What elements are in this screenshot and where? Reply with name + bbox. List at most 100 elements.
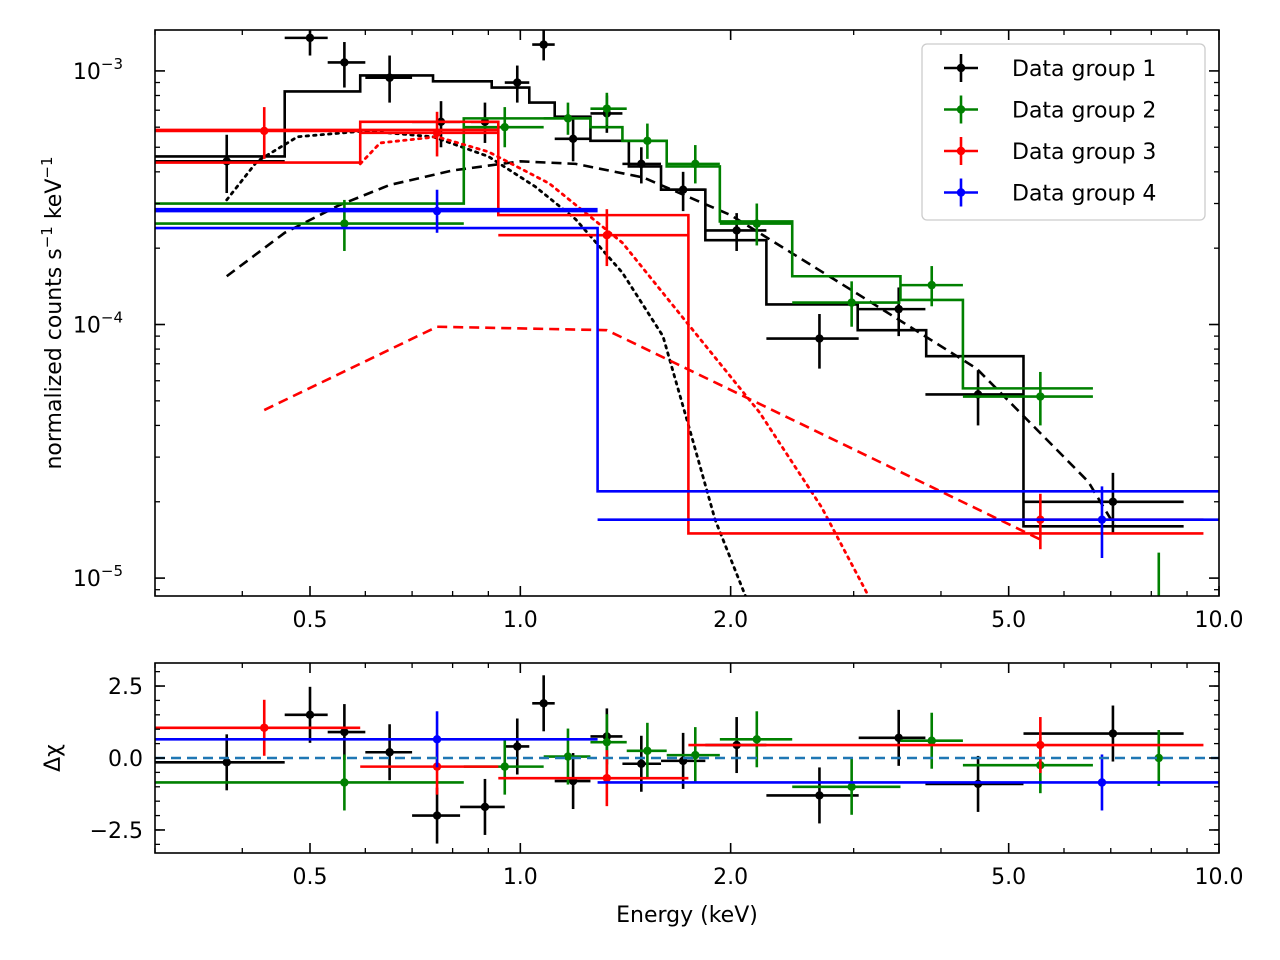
point-marker: [539, 40, 548, 49]
point-marker: [637, 159, 646, 169]
data-point: [360, 111, 499, 157]
data-point: [155, 754, 464, 811]
data-point: [327, 704, 366, 761]
legend-frame: [921, 43, 1206, 221]
data-point: [597, 754, 1219, 811]
x-tick-label: 1.0: [503, 865, 538, 890]
y-tick-label: 10−5: [73, 562, 123, 592]
data-point: [554, 118, 591, 162]
point-marker: [385, 748, 394, 757]
data-point: [688, 717, 1204, 774]
data-point: [1023, 705, 1184, 762]
model-step-line: [155, 74, 1184, 528]
legend-entry: Data group 3: [944, 137, 1156, 165]
point-marker: [643, 136, 652, 146]
y-label-main: normalized counts s: [42, 248, 67, 469]
data-point: [460, 778, 505, 835]
data-point: [900, 266, 963, 307]
data-point: [766, 767, 859, 824]
point-marker: [1097, 515, 1107, 524]
point-marker: [815, 791, 824, 800]
x-tick-label: 2.0: [713, 865, 748, 890]
y-label-unit: keV: [42, 179, 67, 227]
point-marker: [894, 304, 903, 314]
data-point: [155, 711, 598, 768]
data-point: [543, 728, 591, 785]
y-tick-label: 0.0: [108, 747, 143, 772]
model-component-dotted: [225, 129, 747, 596]
data-point: [590, 92, 627, 126]
point-marker: [340, 727, 349, 737]
x-tick-label: 10.0: [1195, 865, 1244, 890]
y-label-sup: −1: [38, 226, 56, 248]
spectrum-axes-frame: [154, 29, 1220, 597]
y-tick-label: −2.5: [90, 819, 143, 844]
y-tick-exponent: −5: [101, 562, 123, 580]
data-point: [719, 203, 793, 246]
data-point: [543, 102, 591, 135]
data-point: [666, 145, 720, 184]
point-marker: [385, 73, 394, 82]
point-marker: [563, 114, 573, 123]
point-marker: [602, 231, 612, 240]
data-point: [504, 65, 530, 103]
data-point: [155, 734, 285, 791]
point-marker: [513, 78, 522, 87]
data-point: [622, 147, 662, 184]
point-marker: [815, 334, 824, 343]
point-marker: [340, 219, 349, 228]
y-label-sup: −1: [38, 156, 56, 178]
data-point: [284, 686, 328, 743]
point-marker: [432, 735, 442, 744]
point-marker: [1036, 392, 1045, 401]
residual-plot-area: [155, 675, 1219, 844]
point-marker: [432, 811, 442, 820]
y-tick-base: 10: [73, 314, 101, 339]
series-group-4: [155, 189, 1219, 559]
legend-label: Data group 3: [1012, 140, 1156, 165]
residual-series-2: [155, 711, 1163, 815]
y-axis-label: normalized counts s−1 keV−1: [38, 156, 67, 469]
data-point: [1023, 472, 1184, 534]
point-marker: [513, 742, 522, 751]
x-tick-label: 5.0: [991, 865, 1026, 890]
x-axis-label: Energy (keV): [616, 903, 758, 928]
point-marker: [602, 773, 612, 783]
model-component-dotted: [358, 135, 870, 596]
point-marker: [432, 206, 442, 216]
y-tick-exponent: −3: [101, 55, 123, 73]
point-marker: [1108, 497, 1118, 506]
legend: Data group 1 Data group 2 Data group 3 Data…: [921, 43, 1206, 221]
legend-label: Data group 4: [1012, 182, 1156, 207]
point-marker: [973, 779, 983, 789]
data-point: [900, 712, 963, 769]
data-point: [498, 750, 689, 807]
series-group-1: [155, 30, 1184, 596]
y-tick-exponent: −4: [101, 309, 123, 327]
data-point: [962, 371, 1093, 426]
point-marker: [691, 750, 700, 760]
data-point: [1154, 730, 1163, 786]
x-tick-label: 1.0: [503, 608, 538, 633]
data-point: [504, 718, 530, 775]
point-marker: [480, 802, 490, 812]
data-point: [626, 722, 667, 779]
legend-entry: Data group 4: [944, 178, 1156, 207]
y-tick-label: 2.5: [108, 675, 143, 700]
point-marker: [602, 737, 612, 747]
point-marker: [563, 752, 573, 761]
series-group-3: [155, 107, 1204, 596]
model-step-line: [155, 226, 1219, 493]
data-point: [666, 727, 720, 784]
data-point: [532, 675, 555, 732]
legend-label: Data group 1: [1012, 57, 1156, 82]
point-marker: [539, 699, 548, 708]
x-tick-label: 2.0: [713, 608, 748, 633]
model-component-dashed: [263, 325, 1041, 541]
x-tick-label: 5.0: [991, 608, 1026, 633]
model-component-dashed: [225, 160, 1117, 528]
point-marker: [340, 58, 349, 67]
data-point: [1157, 552, 1161, 596]
